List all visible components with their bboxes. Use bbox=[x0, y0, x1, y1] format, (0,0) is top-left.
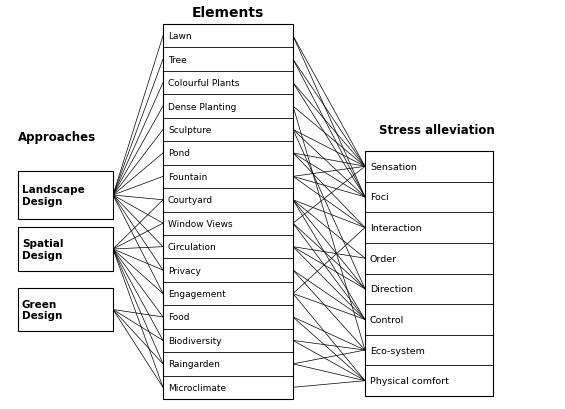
Text: Courtyard: Courtyard bbox=[168, 196, 213, 205]
Text: Stress alleviation: Stress alleviation bbox=[379, 123, 495, 136]
Text: Lawn: Lawn bbox=[168, 32, 192, 41]
Text: Circulation: Circulation bbox=[168, 243, 217, 252]
Bar bbox=[18, 288, 113, 331]
Bar bbox=[18, 172, 113, 220]
Text: Sculpture: Sculpture bbox=[168, 126, 211, 135]
Text: Pond: Pond bbox=[168, 149, 190, 158]
Bar bbox=[365, 152, 493, 396]
Text: Sensation: Sensation bbox=[370, 162, 417, 171]
Text: Direction: Direction bbox=[370, 285, 413, 294]
Text: Fountain: Fountain bbox=[168, 173, 207, 182]
Text: Interaction: Interaction bbox=[370, 223, 421, 232]
Text: Elements: Elements bbox=[192, 6, 264, 20]
Text: Colourful Plants: Colourful Plants bbox=[168, 79, 240, 88]
Text: Engagement: Engagement bbox=[168, 289, 226, 298]
Text: Eco-system: Eco-system bbox=[370, 346, 425, 355]
Text: Food: Food bbox=[168, 313, 189, 322]
Text: Window Views: Window Views bbox=[168, 219, 233, 228]
Text: Raingarden: Raingarden bbox=[168, 360, 220, 369]
Text: Order: Order bbox=[370, 254, 397, 263]
Text: Physical comfort: Physical comfort bbox=[370, 376, 449, 385]
Text: Dense Planting: Dense Planting bbox=[168, 102, 236, 111]
Text: Green
Design: Green Design bbox=[22, 299, 62, 321]
Text: Landscape
Design: Landscape Design bbox=[22, 185, 85, 206]
Bar bbox=[18, 227, 113, 271]
Text: Control: Control bbox=[370, 315, 404, 324]
Text: Biodiversity: Biodiversity bbox=[168, 336, 221, 345]
Bar bbox=[163, 25, 293, 399]
Text: Microclimate: Microclimate bbox=[168, 383, 226, 392]
Text: Privacy: Privacy bbox=[168, 266, 201, 275]
Text: Foci: Foci bbox=[370, 193, 389, 202]
Text: Approaches: Approaches bbox=[18, 131, 96, 144]
Text: Tree: Tree bbox=[168, 56, 187, 65]
Text: Spatial
Design: Spatial Design bbox=[22, 238, 63, 260]
